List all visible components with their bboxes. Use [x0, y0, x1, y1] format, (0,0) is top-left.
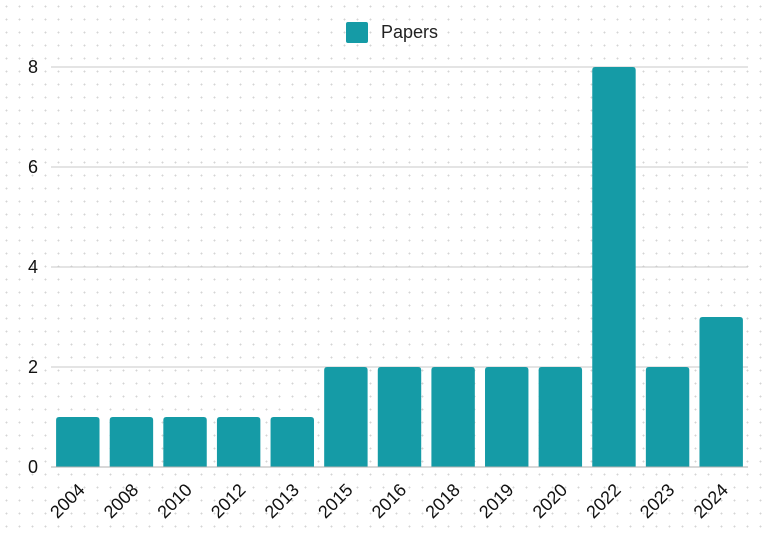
x-tick-label: 2008: [100, 480, 142, 522]
x-tick-label: 2018: [421, 480, 463, 522]
bar-2013: [270, 417, 314, 467]
x-tick-label: 2016: [368, 480, 410, 522]
legend-label: Papers: [381, 22, 438, 42]
bar-2004: [56, 417, 100, 467]
x-tick-label: 2015: [314, 480, 356, 522]
x-tick-label: 2010: [153, 480, 195, 522]
x-tick-label: 2023: [636, 480, 678, 522]
x-tick-label: 2020: [529, 480, 571, 522]
x-tick-label: 2012: [207, 480, 249, 522]
bar-2008: [109, 417, 154, 467]
bar-2010: [163, 417, 207, 467]
x-tick-label: 2004: [46, 480, 88, 522]
y-tick-label: 4: [28, 257, 38, 277]
bars: [56, 67, 743, 467]
x-tick-label: 2013: [261, 480, 303, 522]
x-tick-label: 2024: [690, 480, 732, 522]
bar-2019: [485, 367, 529, 467]
bar-2024: [699, 317, 743, 467]
x-tick-label: 2019: [475, 480, 517, 522]
y-axis-ticks: 0 2 4 6 8: [28, 57, 38, 477]
legend-swatch: [346, 22, 368, 43]
y-tick-label: 0: [28, 457, 38, 477]
y-tick-label: 2: [28, 357, 38, 377]
gridlines: [51, 66, 748, 368]
bar-2012: [216, 417, 261, 467]
legend: Papers: [346, 22, 438, 43]
x-tick-label: 2022: [582, 480, 624, 522]
bar-2023: [645, 367, 690, 467]
bar-2022: [592, 67, 636, 467]
bar-2018: [431, 367, 475, 467]
x-axis-ticks: 2004 2008 2010 2012 2013 2015 2016 2018 2019 2020…: [46, 480, 732, 522]
bar-2015: [324, 367, 368, 467]
y-tick-label: 6: [28, 157, 38, 177]
y-tick-label: 8: [28, 57, 38, 77]
bar-2020: [538, 367, 583, 467]
bar-2016: [377, 367, 422, 467]
